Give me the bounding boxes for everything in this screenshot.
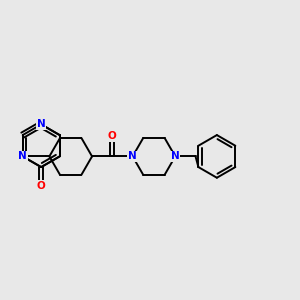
Text: N: N (128, 152, 137, 161)
Text: N: N (37, 119, 46, 129)
Text: N: N (171, 152, 180, 161)
Text: O: O (37, 181, 46, 191)
Text: N: N (18, 152, 27, 161)
Text: O: O (108, 131, 117, 141)
